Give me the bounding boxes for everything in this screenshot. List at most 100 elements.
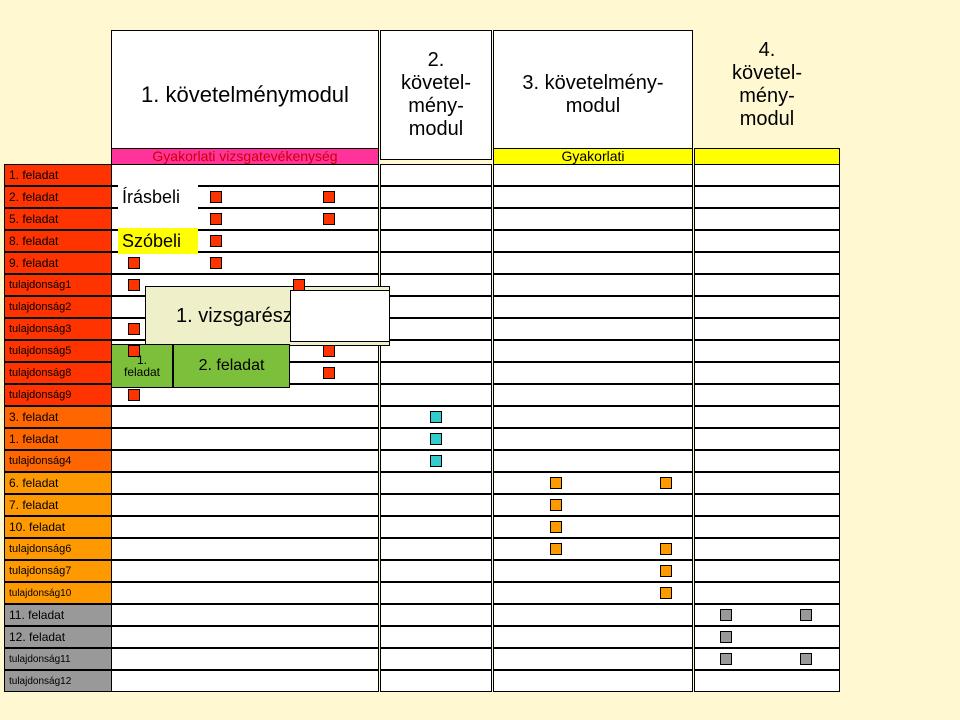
- row-cell: [380, 252, 492, 274]
- row-label: 1. feladat: [4, 428, 112, 450]
- row-cell: [493, 406, 693, 428]
- row-cell: [380, 362, 492, 384]
- row-label: tulajdonság4: [4, 450, 112, 472]
- marker: [660, 477, 672, 489]
- marker: [430, 455, 442, 467]
- row-cell: [493, 428, 693, 450]
- row-cell: [380, 670, 492, 692]
- module-header-3: 3. követelmény- modul: [493, 30, 693, 160]
- row-cell: [493, 318, 693, 340]
- row-cell: [493, 494, 693, 516]
- row-cell: [380, 472, 492, 494]
- marker: [128, 345, 140, 357]
- row-cell: [380, 494, 492, 516]
- row-cell: [694, 604, 840, 626]
- row-cell: [111, 252, 379, 274]
- activity-bar-2: Gyakorlati: [493, 148, 693, 164]
- row-cell: [694, 208, 840, 230]
- row-cell: [694, 428, 840, 450]
- row-label: tulajdonság8: [4, 362, 112, 384]
- row-cell: [111, 626, 379, 648]
- row-label: 8. feladat: [4, 230, 112, 252]
- row-label: tulajdonság9: [4, 384, 112, 406]
- marker: [293, 279, 305, 291]
- row-label: 6. feladat: [4, 472, 112, 494]
- row-cell: [380, 274, 492, 296]
- row-cell: [380, 186, 492, 208]
- row-label: 12. feladat: [4, 626, 112, 648]
- marker: [323, 191, 335, 203]
- marker: [720, 653, 732, 665]
- row-label: 7. feladat: [4, 494, 112, 516]
- row-cell: [694, 274, 840, 296]
- row-label: tulajdonság3: [4, 318, 112, 340]
- row-cell: [694, 252, 840, 274]
- row-label: tulajdonság11: [4, 648, 112, 670]
- row-cell: [694, 670, 840, 692]
- row-cell: [380, 516, 492, 538]
- row-cell: [111, 648, 379, 670]
- row-cell: [493, 648, 693, 670]
- diagram-canvas: 1. követelménymodul2. követel- mény- mod…: [0, 0, 960, 720]
- row-cell: [694, 340, 840, 362]
- marker: [720, 631, 732, 643]
- row-cell: [380, 164, 492, 186]
- row-cell: [111, 494, 379, 516]
- row-cell: [694, 450, 840, 472]
- row-cell: [694, 560, 840, 582]
- row-cell: [380, 208, 492, 230]
- row-cell: [380, 384, 492, 406]
- row-cell: [493, 604, 693, 626]
- row-label: tulajdonság6: [4, 538, 112, 560]
- row-cell: [493, 516, 693, 538]
- row-label: tulajdonság12: [4, 670, 112, 692]
- row-cell: [493, 186, 693, 208]
- marker: [430, 433, 442, 445]
- row-cell: [493, 340, 693, 362]
- row-overlay-text: Írásbeli: [118, 184, 198, 210]
- marker: [210, 235, 222, 247]
- row-cell: [493, 384, 693, 406]
- marker: [128, 389, 140, 401]
- row-label: 10. feladat: [4, 516, 112, 538]
- module-header-2: 2. követel- mény- modul: [380, 30, 492, 160]
- row-cell: [694, 318, 840, 340]
- marker: [323, 345, 335, 357]
- marker: [720, 609, 732, 621]
- row-cell: [111, 164, 379, 186]
- row-cell: [493, 450, 693, 472]
- marker: [660, 587, 672, 599]
- row-label: 5. feladat: [4, 208, 112, 230]
- row-cell: [380, 538, 492, 560]
- row-cell: [380, 318, 492, 340]
- green-box-2-feladat: 2. feladat: [173, 344, 290, 388]
- row-cell: [380, 230, 492, 252]
- row-label: tulajdonság1: [4, 274, 112, 296]
- row-cell: [493, 252, 693, 274]
- marker: [550, 543, 562, 555]
- row-label: tulajdonság10: [4, 582, 112, 604]
- module-header-1: 1. követelménymodul: [111, 30, 379, 160]
- marker: [323, 213, 335, 225]
- row-cell: [493, 362, 693, 384]
- row-cell: [380, 582, 492, 604]
- marker: [128, 279, 140, 291]
- row-cell: [380, 340, 492, 362]
- row-label: 2. feladat: [4, 186, 112, 208]
- row-cell: [694, 362, 840, 384]
- row-cell: [694, 626, 840, 648]
- row-cell: [493, 274, 693, 296]
- row-cell: [380, 626, 492, 648]
- marker: [800, 653, 812, 665]
- row-cell: [111, 516, 379, 538]
- row-cell: [380, 560, 492, 582]
- activity-bar-3: [694, 148, 840, 164]
- row-cell: [380, 604, 492, 626]
- row-cell: [694, 384, 840, 406]
- vizsgaresz-white: [290, 290, 390, 342]
- marker: [128, 323, 140, 335]
- marker: [323, 367, 335, 379]
- row-cell: [493, 230, 693, 252]
- marker: [550, 499, 562, 511]
- row-label: 3. feladat: [4, 406, 112, 428]
